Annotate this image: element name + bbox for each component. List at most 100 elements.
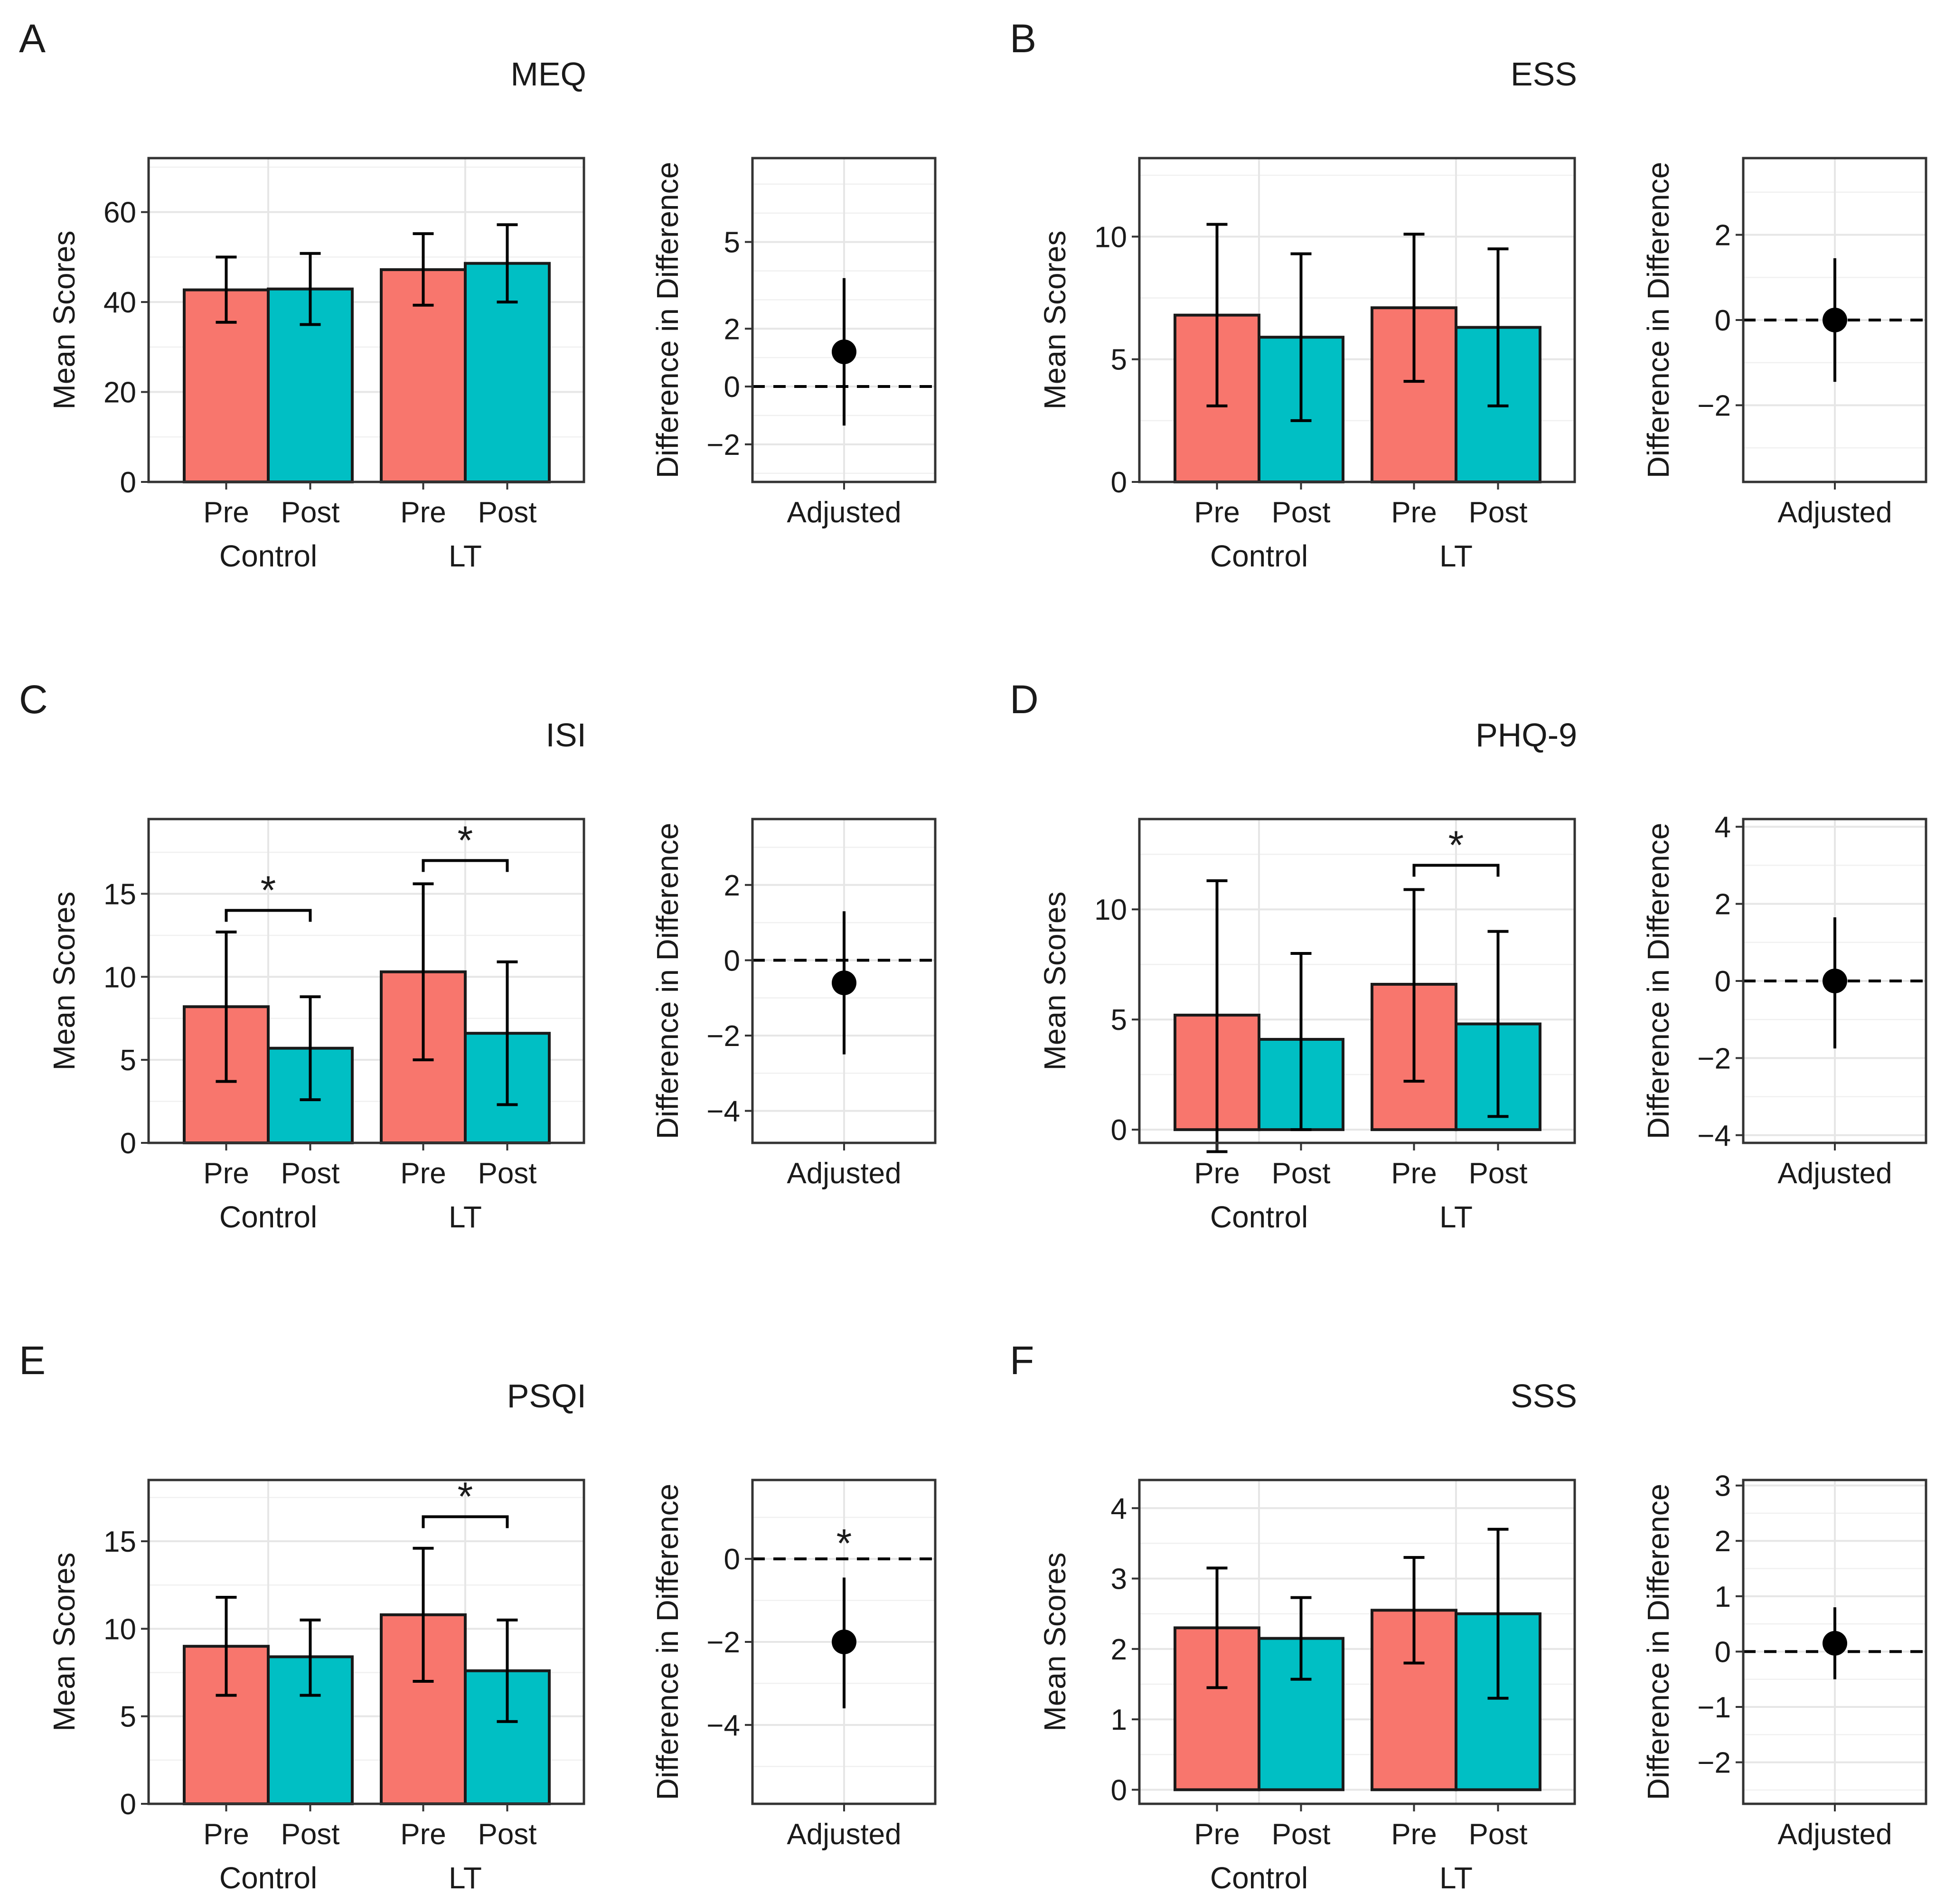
group-label: Control <box>219 539 317 573</box>
x-tick-label: Pre <box>400 496 446 529</box>
significance-bracket <box>1412 864 1500 877</box>
chart-title: ISI <box>545 716 586 754</box>
y-tick-label: 0 <box>724 944 740 977</box>
bar-chart: 0 20 40 60 Pre Post Pre Post Control LT Mean Score… <box>47 157 585 573</box>
x-tick-label: Post <box>1271 1157 1330 1190</box>
did-chart: * −4 −2 0 Adjusted Difference in Difference <box>650 1479 937 1851</box>
y-tick-label: 2 <box>724 313 740 346</box>
y-tick-label: 0 <box>1111 1774 1127 1807</box>
y-tick-label: 1 <box>1715 1581 1731 1613</box>
y-axis-title: Mean Scores <box>1038 230 1072 409</box>
y-tick-label: 5 <box>1111 344 1127 377</box>
y-tick-label: −2 <box>706 1020 740 1053</box>
significance-star: * <box>261 867 276 912</box>
y-tick-label: −2 <box>1697 1747 1731 1780</box>
y-tick-label: −2 <box>1697 389 1731 422</box>
panel-letter: E <box>19 1338 46 1383</box>
bar-plot-frame <box>147 157 585 483</box>
x-tick-label: Pre <box>203 1818 249 1851</box>
group-label: LT <box>1439 1200 1473 1234</box>
bar-plot-frame <box>1138 157 1576 483</box>
significance-bracket <box>422 859 509 872</box>
y-tick-label: −4 <box>1697 1120 1731 1152</box>
y-tick-label: 3 <box>1715 1470 1731 1503</box>
chart-title: PHQ-9 <box>1475 716 1577 754</box>
x-tick-label: Pre <box>1391 496 1437 529</box>
x-tick-label: Pre <box>400 1818 446 1851</box>
y-tick-label: 10 <box>1094 894 1127 926</box>
y-tick-label: 10 <box>103 1613 136 1646</box>
estimate-point <box>1823 969 1847 993</box>
significance-star: * <box>458 818 473 862</box>
y-tick-label: 2 <box>724 869 740 902</box>
group-label: LT <box>1439 539 1473 573</box>
x-tick-label: Post <box>1468 496 1527 529</box>
chart-title: ESS <box>1511 56 1577 93</box>
x-tick-label: Post <box>1271 496 1330 529</box>
y-tick-label: 40 <box>103 286 136 319</box>
x-tick-label: Adjusted <box>1777 496 1892 529</box>
bar-chart: * * 0 5 10 15 Pre Post Pre Post Control LT Mean Scor… <box>47 818 585 1234</box>
significance-star: * <box>836 1521 852 1565</box>
y-tick-label: 2 <box>1715 1525 1731 1558</box>
panel-letter: B <box>1010 16 1036 61</box>
y-axis-title: Mean Scores <box>47 230 81 409</box>
y-tick-label: 15 <box>103 1526 136 1558</box>
y-tick-label: 5 <box>120 1701 136 1734</box>
y-tick-label: 4 <box>1111 1492 1127 1525</box>
y-tick-label: 5 <box>1111 1004 1127 1037</box>
significance-bracket <box>225 909 312 922</box>
y-tick-label: 15 <box>103 878 136 911</box>
x-tick-label: Post <box>1468 1818 1527 1851</box>
significance-bracket <box>422 1515 509 1528</box>
y-axis-title: Difference in Difference <box>650 1484 685 1800</box>
did-chart: −2 −1 0 1 2 3 Adjusted Difference in Difference <box>1641 1470 1927 1851</box>
x-tick-label: Pre <box>1194 1818 1240 1851</box>
did-chart: −2 0 2 5 Adjusted Difference in Difference <box>650 157 937 529</box>
did-chart: −4 −2 0 2 Adjusted Difference in Difference <box>650 818 937 1190</box>
group-label: Control <box>1210 1200 1308 1234</box>
bar-chart: 0 5 10 Pre Post Pre Post Control LT Mean Scores <box>1038 157 1576 573</box>
y-tick-label: −2 <box>706 429 740 462</box>
panel-d: D PHQ-9 * 0 5 10 Pre Post Pre Post Control LT Mean S… <box>1010 677 1927 1234</box>
group-label: LT <box>1439 1861 1473 1895</box>
y-tick-label: −4 <box>706 1709 740 1742</box>
y-axis-title: Difference in Difference <box>650 823 685 1139</box>
group-label: Control <box>1210 539 1308 573</box>
x-tick-label: Post <box>478 1818 536 1851</box>
x-tick-label: Adjusted <box>1777 1818 1892 1851</box>
did-chart: −4 −2 0 2 4 Adjusted Difference in Difference <box>1641 811 1927 1190</box>
x-tick-label: Pre <box>203 496 249 529</box>
y-tick-label: 4 <box>1715 811 1731 844</box>
estimate-point <box>832 1630 856 1654</box>
y-tick-label: 0 <box>120 1788 136 1821</box>
x-tick-label: Post <box>1271 1818 1330 1851</box>
estimate-point <box>1823 308 1847 332</box>
bar-plot-frame <box>1138 1479 1576 1805</box>
y-tick-label: 0 <box>1111 466 1127 499</box>
y-tick-label: 0 <box>1715 965 1731 998</box>
significance-star: * <box>1448 822 1464 867</box>
y-tick-label: 20 <box>103 377 136 409</box>
panel-b: B ESS 0 5 10 Pre Post Pre Post Control LT Mean Scor… <box>1010 16 1927 573</box>
bar-plot-frame <box>147 818 585 1144</box>
group-label: LT <box>449 539 482 573</box>
group-label: LT <box>449 1861 482 1895</box>
y-tick-label: −1 <box>1697 1691 1731 1724</box>
x-tick-label: Post <box>478 1157 536 1190</box>
x-tick-label: Adjusted <box>787 1157 901 1190</box>
significance-star: * <box>458 1474 473 1518</box>
group-label: LT <box>449 1200 482 1234</box>
group-label: Control <box>1210 1861 1308 1895</box>
x-tick-label: Pre <box>1391 1818 1437 1851</box>
y-tick-label: −2 <box>1697 1042 1731 1075</box>
panel-c: C ISI * * 0 5 10 15 Pre Post Pre Post Control LT Mean … <box>19 677 937 1234</box>
y-axis-title: Mean Scores <box>47 891 81 1070</box>
x-tick-label: Pre <box>400 1157 446 1190</box>
y-axis-title: Difference in Difference <box>1641 823 1675 1139</box>
y-tick-label: 0 <box>724 1543 740 1576</box>
y-axis-title: Difference in Difference <box>1641 1484 1675 1800</box>
y-tick-label: 0 <box>1715 304 1731 337</box>
y-tick-label: 0 <box>120 1127 136 1160</box>
